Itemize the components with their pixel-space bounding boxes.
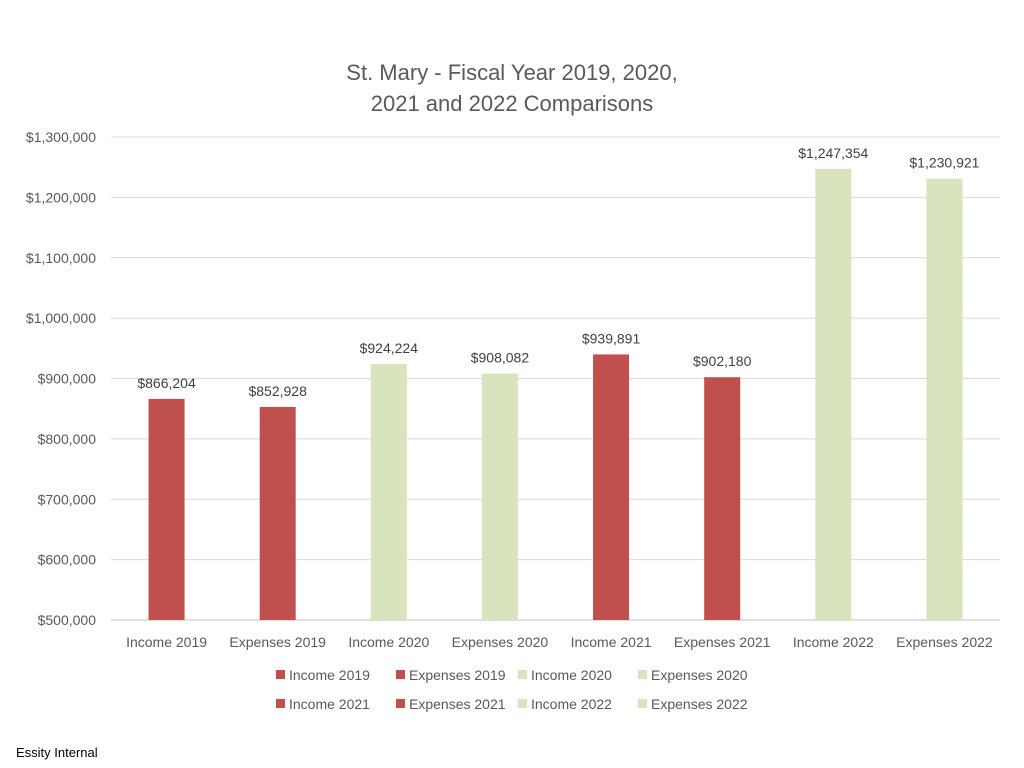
- x-tick-label: Income 2021: [571, 634, 652, 650]
- y-tick-label: $500,000: [38, 612, 97, 628]
- legend-label: Income 2019: [289, 667, 370, 683]
- bar-value-label: $1,247,354: [798, 145, 868, 161]
- legend-label: Income 2020: [531, 667, 612, 683]
- legend-label: Expenses 2022: [651, 696, 748, 712]
- footer-label: Essity Internal: [16, 745, 98, 760]
- legend-swatch: [638, 699, 647, 708]
- bar: [259, 406, 296, 620]
- x-tick-label: Expenses 2020: [452, 634, 549, 650]
- legend-swatch: [276, 699, 285, 708]
- y-tick-label: $600,000: [38, 552, 97, 568]
- bar: [926, 178, 963, 620]
- x-tick-label: Income 2022: [793, 634, 874, 650]
- chart-title-line: 2021 and 2022 Comparisons: [371, 91, 654, 116]
- y-tick-label: $1,000,000: [26, 310, 96, 326]
- bar: [148, 398, 185, 620]
- legend-label: Income 2021: [289, 696, 370, 712]
- x-tick-label: Expenses 2019: [229, 634, 326, 650]
- y-tick-label: $1,100,000: [26, 250, 96, 266]
- x-tick-label: Expenses 2021: [674, 634, 771, 650]
- x-tick-label: Expenses 2022: [896, 634, 993, 650]
- legend-label: Expenses 2019: [409, 667, 506, 683]
- legend-swatch: [638, 670, 647, 679]
- chart-title-line: St. Mary - Fiscal Year 2019, 2020,: [346, 60, 677, 85]
- x-tick-label: Income 2020: [348, 634, 429, 650]
- y-tick-label: $800,000: [38, 431, 97, 447]
- legend-swatch: [396, 670, 405, 679]
- y-tick-label: $700,000: [38, 491, 97, 507]
- legend-swatch: [276, 670, 285, 679]
- bar-chart: St. Mary - Fiscal Year 2019, 2020, 2021 a…: [26, 60, 1000, 712]
- bar: [815, 168, 852, 620]
- legend-swatch: [396, 699, 405, 708]
- bar-value-label: $902,180: [693, 353, 752, 369]
- legend-label: Expenses 2021: [409, 696, 506, 712]
- bar: [704, 377, 741, 620]
- legend-swatch: [518, 670, 527, 679]
- y-tick-label: $1,300,000: [26, 129, 96, 145]
- bar: [593, 354, 630, 620]
- bar-value-label: $908,082: [471, 350, 530, 366]
- legend-swatch: [518, 699, 527, 708]
- bar-value-label: $939,891: [582, 330, 641, 346]
- bar-value-label: $924,224: [360, 340, 419, 356]
- legend-label: Income 2022: [531, 696, 612, 712]
- bar: [481, 373, 518, 620]
- legend-label: Expenses 2020: [651, 667, 748, 683]
- bar-value-label: $866,204: [137, 375, 196, 391]
- x-tick-label: Income 2019: [126, 634, 207, 650]
- y-tick-label: $1,200,000: [26, 189, 96, 205]
- bar-value-label: $1,230,921: [909, 155, 979, 171]
- y-tick-label: $900,000: [38, 371, 97, 387]
- bar-value-label: $852,928: [248, 383, 307, 399]
- bar: [370, 363, 407, 620]
